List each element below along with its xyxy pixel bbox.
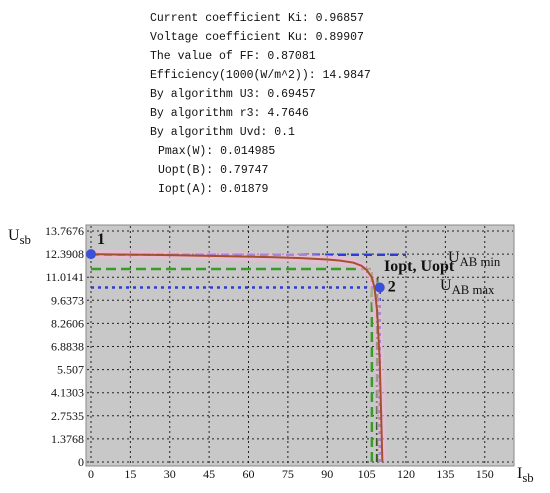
x-tick-label: 135	[436, 467, 454, 481]
info-line: The value of FF: 0.87081	[150, 50, 316, 63]
x-tick-label: 105	[358, 467, 376, 481]
info-line: Voltage coefficient Ku: 0.89907	[150, 31, 364, 44]
annotation-umax: UAB max	[440, 277, 495, 297]
point	[86, 249, 96, 260]
x-tick-label: 90	[321, 467, 333, 481]
annotation-umin-main: U	[448, 249, 460, 266]
info-line: Current coefficient Ki: 0.96857	[150, 12, 364, 25]
point-label: 1	[97, 231, 105, 248]
curve	[90, 253, 384, 463]
annotation-umax-main: U	[440, 277, 452, 294]
y-axis-label: Usb	[8, 227, 31, 247]
info-line: Efficiency(1000(W/m^2)): 14.9847	[150, 69, 371, 82]
y-tick-label: 1.3768	[51, 432, 84, 446]
x-tick-label: 150	[476, 467, 494, 481]
x-tick-label: 30	[164, 467, 176, 481]
x-tick-label: 120	[397, 467, 415, 481]
annotation: Iopt, Uopt	[384, 258, 455, 275]
y-tick-label: 2.7535	[51, 409, 84, 423]
x-tick-label: 0	[88, 467, 94, 481]
x-tick-label: 60	[243, 467, 255, 481]
x-axis-label: Isb	[517, 465, 534, 485]
y-axis-label-sub: sb	[20, 233, 31, 247]
info-line: By algorithm r3: 4.7646	[150, 107, 309, 120]
annotation-umin: UAB min	[448, 249, 501, 269]
y-tick-label: 11.0141	[45, 270, 84, 284]
x-tick-label: 15	[124, 467, 136, 481]
point-label: 2	[388, 279, 396, 296]
info-line: Iopt(A): 0.01879	[158, 183, 269, 196]
y-tick-label: 12.3908	[45, 247, 84, 261]
info-line: By algorithm Uvd: 0.1	[150, 126, 295, 139]
y-tick-label: 9.6373	[51, 293, 84, 307]
y-tick-label: 6.8838	[51, 340, 84, 354]
info-line: Uopt(B): 0.79747	[158, 164, 268, 177]
y-axis-label-main: U	[8, 227, 20, 244]
y-tick-label: 8.2606	[51, 316, 84, 330]
y-tick-label: 4.1303	[51, 386, 84, 400]
info-line: Pmax(W): 0.014985	[158, 145, 275, 158]
annotation-umax-sub: AB max	[452, 283, 495, 297]
plot-background	[86, 225, 514, 466]
y-tick-label: 0	[78, 455, 84, 469]
plot-border	[85, 224, 515, 467]
y-tick-label: 13.7676	[45, 224, 84, 238]
x-axis-label-sub: sb	[522, 471, 533, 485]
point	[374, 282, 385, 293]
x-axis-label-main: I	[517, 465, 522, 482]
x-tick-label: 75	[282, 467, 294, 481]
y-tick-label: 5.507	[57, 363, 84, 377]
annotation-umin-sub: AB min	[460, 255, 501, 269]
info-line: By algorithm U3: 0.69457	[150, 88, 316, 101]
x-tick-label: 45	[203, 467, 215, 481]
